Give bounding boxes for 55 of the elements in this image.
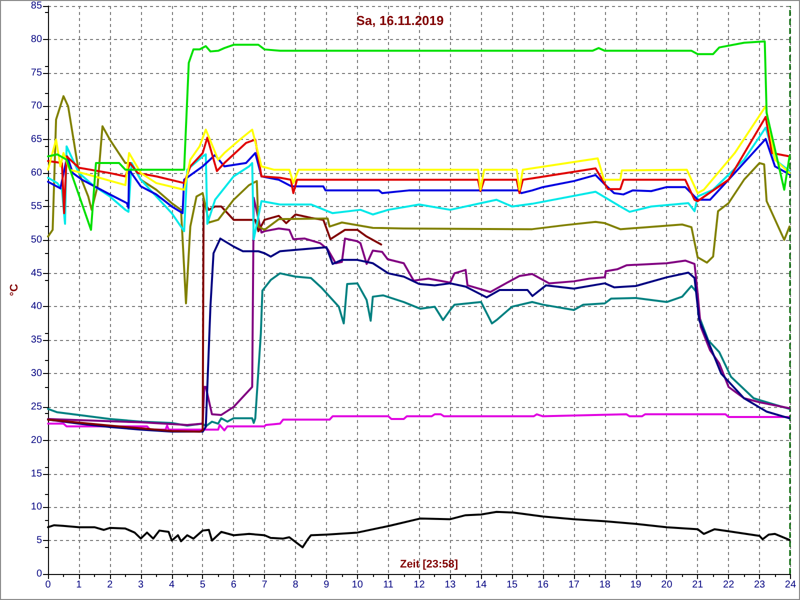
line-series xyxy=(47,200,382,433)
x-tick-label: 6 xyxy=(230,580,237,590)
line-series xyxy=(47,40,791,231)
y-tick-label: 80 xyxy=(30,34,42,45)
y-tick-label: 70 xyxy=(30,100,42,112)
line-series xyxy=(47,95,791,304)
x-tick-label: 17 xyxy=(568,580,580,590)
x-tick-label: 5 xyxy=(200,580,206,590)
y-tick-label: 45 xyxy=(30,268,42,279)
text: Sa, 16.11.2019 xyxy=(356,13,444,28)
line-series xyxy=(47,413,791,432)
line-series xyxy=(47,116,791,214)
y-tick-label: 65 xyxy=(30,134,42,146)
y-tick-label: 25 xyxy=(30,401,42,412)
y-tick-label: 0 xyxy=(36,568,42,580)
y-tick-label: 50 xyxy=(30,234,42,246)
line-series xyxy=(47,272,791,428)
x-tick-label: 3 xyxy=(138,580,144,590)
y-axis-title: °C xyxy=(8,284,20,296)
x-tick-label: 2 xyxy=(107,580,114,590)
x-tick-label: 21 xyxy=(692,580,704,590)
x-tick-label: 19 xyxy=(630,580,642,590)
y-tick-label: 5 xyxy=(36,535,42,546)
x-tick-label: 7 xyxy=(262,580,268,590)
x-tick-label: 22 xyxy=(723,580,735,590)
x-tick-label: 15 xyxy=(506,580,518,590)
x-tick-label: 0 xyxy=(45,580,52,590)
y-tick-label: 55 xyxy=(30,200,42,212)
x-tick-label: 16 xyxy=(537,580,549,590)
y-tick-label: 75 xyxy=(30,67,42,78)
x-tick-label: 23 xyxy=(754,580,766,590)
y-tick-label: 20 xyxy=(30,434,42,446)
x-tick-label: 10 xyxy=(352,580,364,590)
x-tick-label: 13 xyxy=(444,580,456,590)
y-tick-label: 35 xyxy=(30,334,42,346)
line-series xyxy=(47,138,791,214)
line-series xyxy=(47,126,791,240)
y-tick-label: 85 xyxy=(30,0,42,12)
x-tick-label: 12 xyxy=(414,580,426,590)
x-axis-title: Zeit [23:58] xyxy=(400,558,458,570)
y-tick-label: 30 xyxy=(30,368,42,380)
x-tick-label: 4 xyxy=(168,580,175,590)
y-tick-label: 15 xyxy=(30,468,42,480)
x-tick-label: 14 xyxy=(476,580,488,590)
x-tick-label: 8 xyxy=(292,580,299,590)
x-tick-label: 1 xyxy=(76,580,82,590)
line-series xyxy=(47,105,791,194)
y-tick-label: 10 xyxy=(30,502,42,513)
x-tick-label: 9 xyxy=(324,580,330,590)
x-tick-label: 20 xyxy=(661,580,673,590)
x-tick-label: 24 xyxy=(784,580,796,590)
x-tick-label: 18 xyxy=(599,580,611,590)
y-tick-label: 60 xyxy=(30,168,42,179)
y-tick-label: 40 xyxy=(30,301,42,312)
x-tick-label: 11 xyxy=(383,580,394,590)
